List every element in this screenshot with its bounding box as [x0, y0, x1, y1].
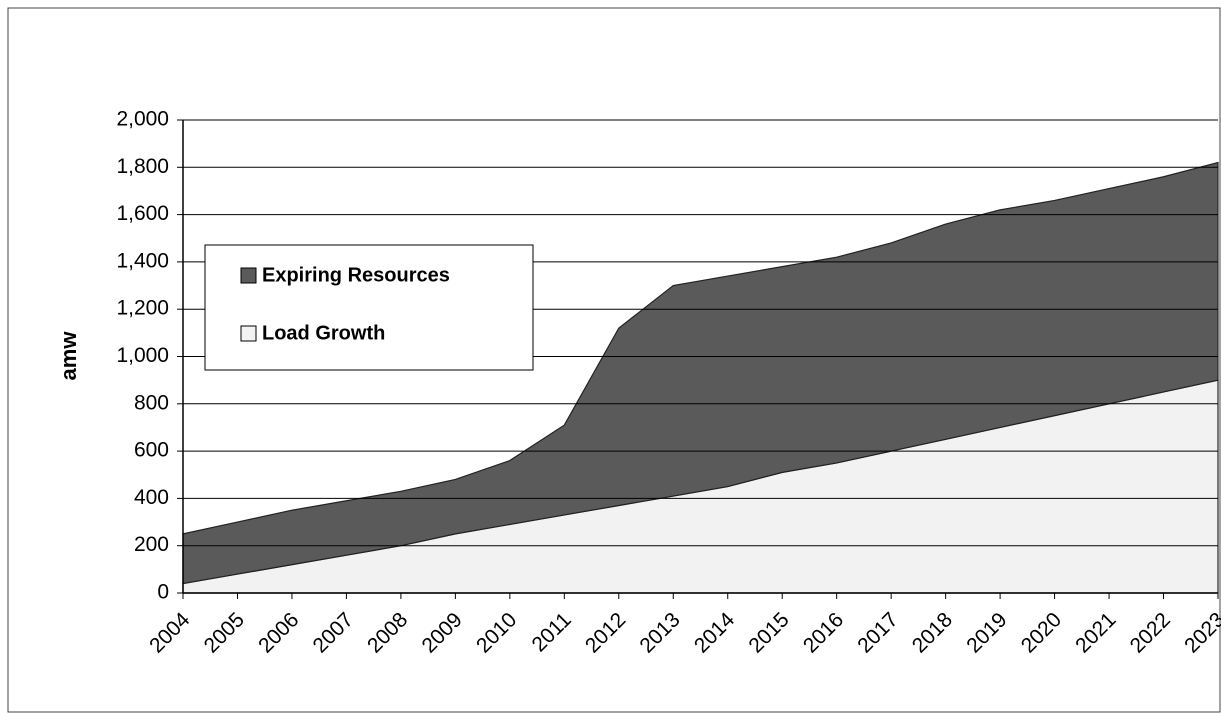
y-axis-label: amw	[56, 331, 81, 381]
area	[182, 161, 1219, 585]
y-tick-label: 800	[134, 391, 169, 414]
y-tick-label: 1,000	[116, 344, 169, 367]
legend-swatch	[240, 267, 257, 284]
y-tick-label: 400	[134, 486, 169, 509]
y-tick-label: 1,200	[116, 297, 169, 320]
y-tick-label: 200	[134, 533, 169, 556]
y-tick-label: 2,000	[116, 108, 169, 131]
y-tick-label: 600	[134, 439, 169, 462]
legend-box	[204, 244, 534, 371]
y-tick-label: 0	[157, 581, 169, 604]
y-tick-label: 1,800	[116, 155, 169, 178]
legend-swatch	[240, 325, 257, 342]
y-tick-label: 1,600	[116, 202, 169, 225]
legend-label: Load Growth	[262, 322, 385, 344]
legend-label: Expiring Resources	[262, 264, 450, 286]
y-tick-label: 1,400	[116, 249, 169, 272]
